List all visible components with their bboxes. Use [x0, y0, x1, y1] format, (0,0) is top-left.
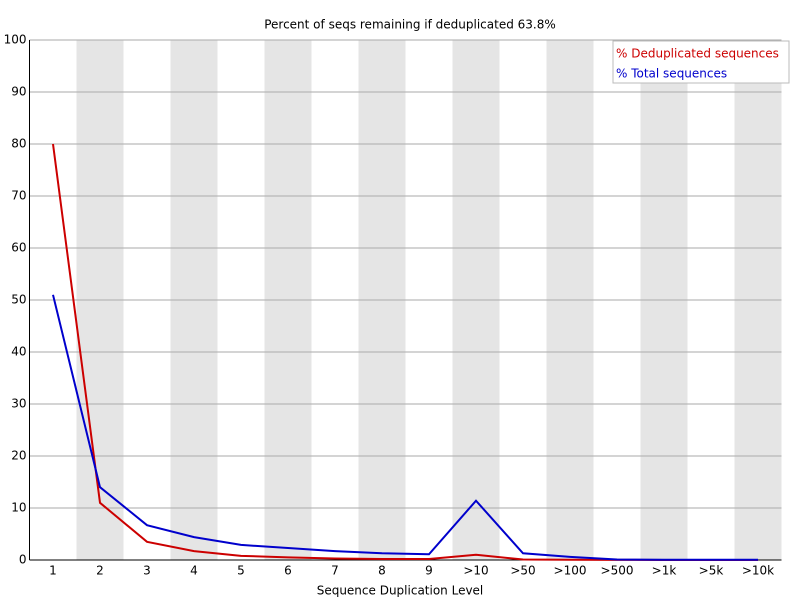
y-tick-label: 50 — [11, 293, 26, 307]
x-tick-label: 3 — [143, 564, 151, 578]
y-tick-label: 20 — [11, 449, 26, 463]
x-tick-label: 8 — [378, 564, 386, 578]
x-tick-label: >1k — [652, 564, 677, 578]
grid — [29, 39, 782, 561]
x-axis-label: Sequence Duplication Level — [317, 584, 484, 598]
y-tick-label: 70 — [11, 189, 26, 203]
y-tick-label: 40 — [11, 345, 26, 359]
y-tick-label: 10 — [11, 501, 26, 515]
x-tick-label: 6 — [284, 564, 292, 578]
x-tick-label: 1 — [49, 564, 57, 578]
x-tick-label: 9 — [425, 564, 433, 578]
x-tick-label: >500 — [601, 564, 634, 578]
y-tick-label: 100 — [4, 33, 27, 47]
y-tick-label: 0 — [19, 553, 27, 567]
chart-title: Percent of seqs remaining if deduplicate… — [264, 18, 556, 32]
x-tick-label: >50 — [510, 564, 535, 578]
y-tick-label: 60 — [11, 241, 26, 255]
y-tick-label: 30 — [11, 397, 26, 411]
x-tick-label: 7 — [331, 564, 339, 578]
x-tick-label: >10k — [742, 564, 774, 578]
x-tick-label: 5 — [237, 564, 245, 578]
legend-entry: % Total sequences — [616, 67, 727, 81]
x-tick-label: 4 — [190, 564, 198, 578]
legend-box — [612, 40, 790, 84]
x-tick-label: >10 — [463, 564, 488, 578]
legend-entry: % Deduplicated sequences — [616, 47, 779, 61]
x-tick-label: >100 — [554, 564, 587, 578]
y-tick-label: 80 — [11, 137, 26, 151]
x-tick-label: >5k — [699, 564, 724, 578]
y-tick-label: 90 — [11, 85, 26, 99]
series-line — [52, 294, 758, 561]
x-tick-label: 2 — [96, 564, 104, 578]
